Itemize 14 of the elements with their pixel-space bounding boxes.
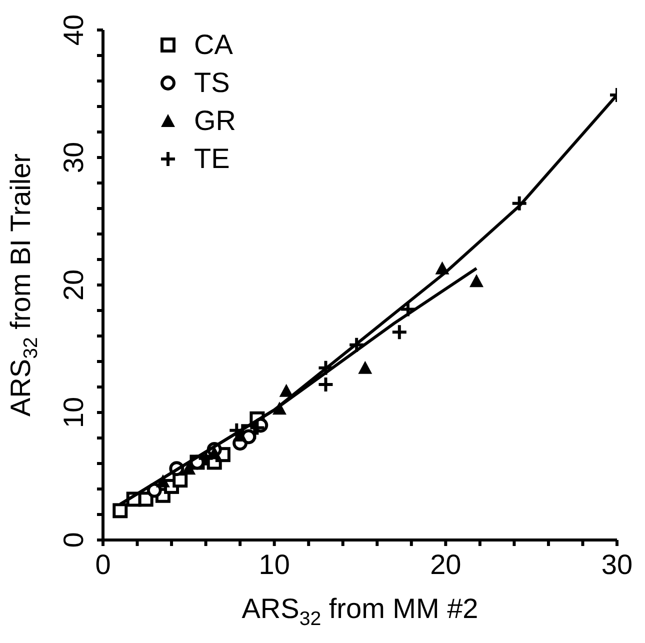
x-tick-label: 10	[258, 549, 290, 580]
y-tick-label: 0	[58, 532, 89, 548]
y-tick-label: 30	[58, 142, 89, 174]
y-tick-label: 10	[58, 396, 89, 428]
x-axis-title: ARS$_{32}$ from MM #2	[242, 593, 478, 630]
y-tick-label: 40	[58, 14, 89, 46]
legend-label: TS	[194, 67, 230, 99]
legend-label: CA	[194, 29, 233, 61]
x-tick-label: 20	[430, 549, 462, 580]
y-tick-label: 20	[58, 269, 89, 301]
x-tick-label: 30	[601, 549, 633, 580]
legend-label: TE	[194, 143, 230, 175]
legend-label: GR	[194, 105, 236, 137]
x-tick-label: 0	[95, 549, 111, 580]
